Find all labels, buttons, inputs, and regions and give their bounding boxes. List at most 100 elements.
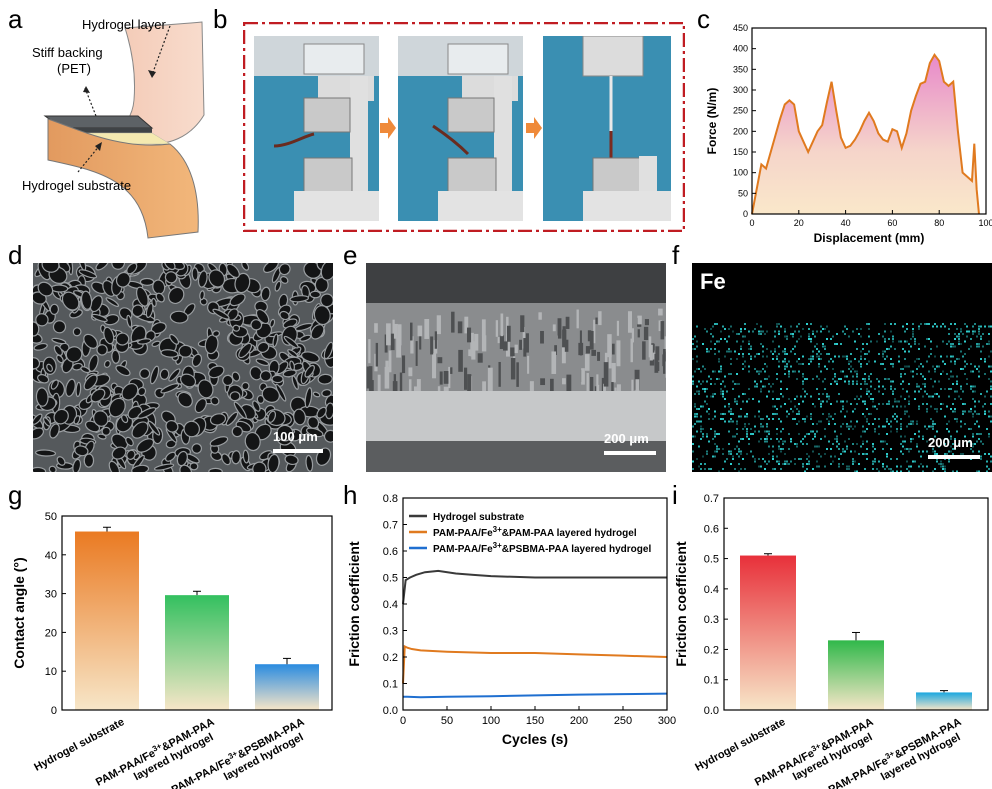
fe-signal (710, 468, 712, 470)
fe-signal (724, 385, 726, 388)
fe-signal (778, 418, 780, 420)
fe-signal (918, 390, 920, 393)
fe-signal (966, 325, 968, 328)
fe-signal (886, 453, 888, 455)
fe-signal (766, 330, 768, 333)
fe-signal (950, 323, 952, 325)
fe-signal (878, 433, 880, 435)
fe-signal (974, 405, 976, 408)
fe-signal (906, 410, 908, 413)
fe-signal (890, 458, 892, 460)
pore (274, 280, 282, 292)
fe-signal (936, 430, 938, 433)
fe-signal (824, 453, 826, 455)
fe-signal (710, 378, 712, 380)
fe-signal (866, 440, 868, 443)
fe-signal (986, 460, 988, 463)
fe-signal (894, 388, 896, 390)
fe-signal (782, 463, 784, 465)
pore (375, 342, 379, 367)
fe-signal (812, 350, 814, 353)
fe-signal (882, 465, 884, 468)
fe-signal (932, 325, 934, 328)
fe-signal (866, 363, 868, 365)
fe-signal (890, 470, 892, 472)
fe-signal (932, 420, 934, 423)
fe-signal (878, 470, 880, 472)
fe-signal (948, 458, 950, 460)
fe-signal (802, 328, 804, 330)
fe-signal (884, 338, 886, 340)
fe-signal (798, 420, 800, 423)
fe-signal (798, 410, 800, 413)
fe-signal (908, 415, 910, 418)
fe-signal (734, 383, 736, 385)
fe-signal (966, 335, 968, 338)
fe-signal (892, 365, 894, 368)
fe-signal (958, 395, 960, 398)
fe-signal (758, 440, 760, 443)
fe-signal (748, 343, 750, 345)
fe-signal (960, 328, 962, 330)
fe-signal (868, 360, 870, 363)
fe-signal (706, 403, 708, 405)
fe-signal (844, 355, 846, 358)
fe-signal (784, 460, 786, 463)
fe-signal (700, 468, 702, 470)
fe-signal (766, 438, 768, 440)
fe-signal (864, 373, 866, 375)
fe-signal (922, 450, 924, 453)
fe-signal (744, 328, 746, 330)
fe-signal (904, 410, 906, 413)
fe-signal (828, 415, 830, 418)
fe-signal (712, 395, 714, 398)
fe-signal (780, 448, 782, 450)
fe-signal (734, 398, 736, 400)
fe-signal (988, 340, 990, 343)
fe-signal (740, 328, 742, 330)
fe-signal (958, 343, 960, 345)
fe-signal (772, 445, 774, 448)
pore (377, 374, 381, 399)
fe-signal (838, 448, 840, 450)
fe-signal (910, 338, 912, 340)
pore (241, 263, 250, 271)
fe-signal (844, 333, 846, 335)
fe-signal (886, 465, 888, 468)
fe-signal (754, 460, 756, 463)
fe-signal (890, 380, 892, 383)
fe-signal (948, 460, 950, 463)
fe-signal (838, 355, 840, 358)
pore (642, 341, 646, 360)
fe-signal (738, 395, 740, 398)
fe-signal (744, 323, 746, 325)
fe-signal (778, 463, 780, 465)
fe-signal (706, 433, 708, 435)
fe-signal (798, 370, 800, 373)
pore (95, 263, 109, 271)
fe-signal (898, 355, 900, 358)
fe-signal (730, 363, 732, 365)
fe-signal (784, 335, 786, 338)
fe-signal (870, 380, 872, 383)
fe-signal (826, 353, 828, 355)
fe-signal (694, 405, 696, 408)
pore (506, 316, 509, 334)
fe-signal (806, 453, 808, 455)
fe-signal (970, 443, 972, 445)
fe-signal (854, 408, 856, 410)
fe-signal (818, 420, 820, 423)
fe-signal (890, 330, 892, 333)
fe-signal (784, 368, 786, 370)
fe-signal (828, 353, 830, 355)
fe-signal (714, 415, 716, 418)
pore (498, 361, 501, 387)
pore (115, 332, 130, 346)
fe-signal (716, 448, 718, 450)
pore (562, 326, 566, 338)
fe-signal (972, 450, 974, 453)
fe-signal (934, 368, 936, 370)
fe-signal (764, 363, 766, 365)
fe-signal (924, 425, 926, 428)
fe-signal (794, 345, 796, 348)
